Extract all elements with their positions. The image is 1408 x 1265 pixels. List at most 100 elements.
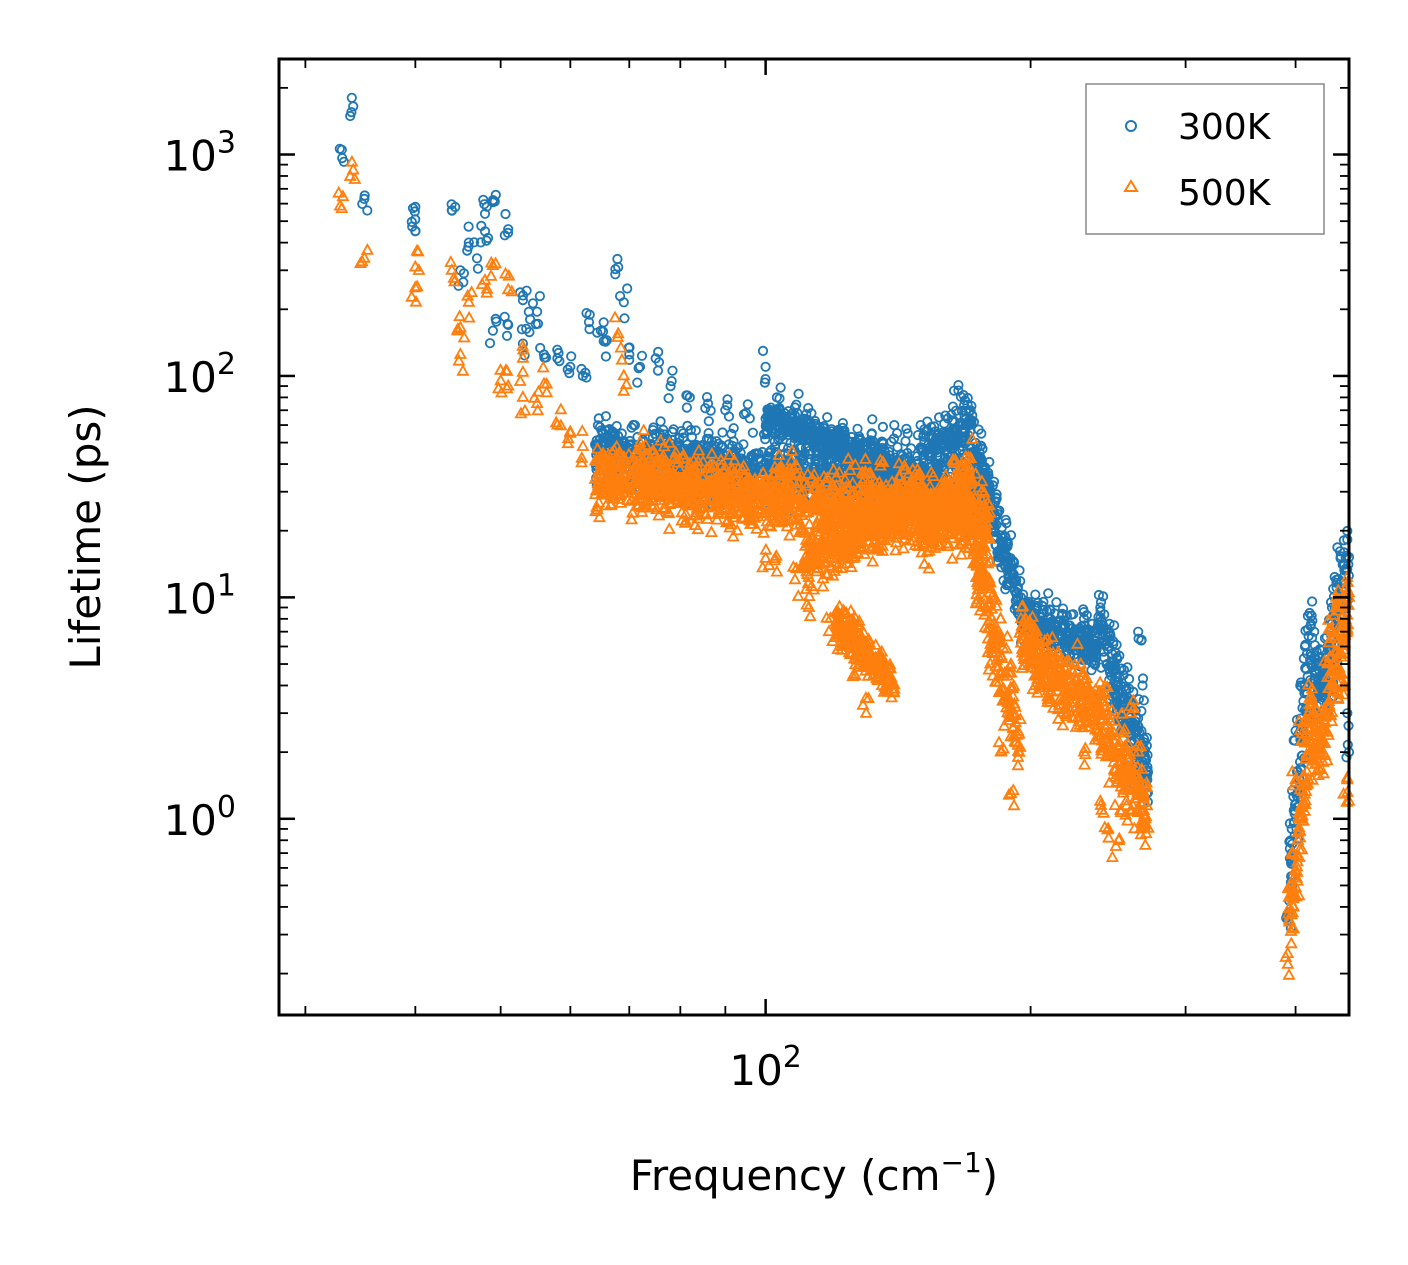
point-300k	[742, 399, 753, 410]
point-300k	[946, 442, 957, 453]
point-300k	[826, 424, 837, 435]
point-300k	[1311, 654, 1323, 666]
point-300k	[632, 377, 643, 388]
point-300k	[500, 208, 511, 220]
point-300k	[446, 199, 457, 210]
point-300k	[917, 447, 928, 458]
point-300k	[1005, 553, 1016, 564]
point-500k	[785, 444, 799, 456]
point-300k	[803, 416, 815, 427]
point-300k	[747, 427, 759, 438]
point-500k	[889, 543, 903, 556]
point-500k	[826, 462, 841, 475]
point-300k	[636, 350, 648, 361]
point-500k	[952, 537, 966, 550]
point-300k	[769, 441, 781, 452]
point-300k	[950, 405, 962, 416]
point-300k	[597, 326, 609, 337]
point-300k	[803, 402, 814, 414]
point-300k	[1307, 615, 1318, 626]
point-300k	[975, 453, 987, 464]
point-500k	[800, 479, 814, 491]
point-300k	[1078, 613, 1090, 624]
point-500k	[858, 452, 872, 464]
point-500k	[654, 433, 668, 446]
point-300k	[1041, 605, 1053, 617]
point-300k	[806, 428, 818, 440]
point-300k	[484, 338, 496, 349]
point-300k	[1141, 732, 1152, 743]
point-300k	[564, 367, 575, 379]
point-300k	[1030, 589, 1041, 600]
point-300k	[1075, 630, 1086, 641]
point-300k	[900, 435, 911, 447]
point-300k	[1093, 589, 1105, 601]
point-300k	[1071, 644, 1082, 655]
point-300k	[1065, 623, 1076, 634]
point-300k	[565, 361, 576, 372]
point-500k	[704, 525, 718, 537]
point-300k	[1332, 542, 1343, 553]
point-300k	[581, 307, 592, 319]
point-300k	[1309, 653, 1321, 664]
point-300k	[876, 436, 888, 447]
point-300k	[1017, 589, 1029, 600]
point-300k	[901, 423, 912, 434]
point-300k	[479, 208, 491, 219]
point-300k	[694, 440, 706, 452]
point-300k	[462, 245, 473, 256]
point-300k	[912, 429, 924, 441]
point-300k	[1105, 630, 1116, 641]
point-300k	[757, 345, 769, 356]
point-300k	[796, 442, 807, 454]
point-300k	[610, 263, 621, 275]
point-300k	[1015, 592, 1027, 603]
point-300k	[1000, 514, 1011, 525]
point-300k	[929, 421, 940, 432]
point-300k	[924, 447, 935, 459]
point-300k	[600, 351, 612, 362]
point-300k	[730, 446, 741, 457]
point-300k	[1029, 607, 1040, 619]
point-300k	[1051, 597, 1062, 608]
point-300k	[581, 372, 592, 383]
point-300k	[487, 195, 499, 206]
point-300k	[774, 402, 785, 414]
point-300k	[1084, 641, 1095, 652]
point-300k	[835, 444, 846, 455]
point-300k	[1114, 650, 1125, 661]
point-300k	[964, 406, 975, 417]
point-300k	[624, 435, 636, 447]
point-300k	[966, 400, 977, 412]
point-300k	[838, 426, 849, 438]
point-300k	[949, 423, 960, 435]
point-300k	[487, 325, 498, 336]
plot-points	[332, 92, 1356, 980]
point-300k	[1066, 609, 1077, 620]
point-300k	[1005, 558, 1016, 569]
point-300k	[1121, 683, 1132, 695]
point-300k	[1136, 725, 1147, 737]
point-300k	[1107, 656, 1118, 668]
point-300k	[593, 413, 604, 424]
point-300k	[614, 290, 626, 302]
point-300k	[346, 107, 357, 118]
point-300k	[918, 431, 929, 442]
point-300k	[629, 420, 641, 431]
point-300k	[682, 390, 693, 401]
point-300k	[357, 198, 368, 209]
point-300k	[1111, 695, 1123, 707]
point-500k	[757, 525, 771, 538]
point-300k	[988, 476, 1000, 487]
point-300k	[633, 362, 644, 374]
point-300k	[1063, 627, 1074, 639]
point-300k	[501, 330, 513, 341]
point-300k	[822, 412, 833, 423]
point-300k	[517, 338, 529, 349]
point-300k	[761, 428, 772, 440]
point-300k	[674, 433, 685, 444]
point-300k	[998, 542, 1010, 553]
point-300k	[958, 399, 970, 411]
point-300k	[476, 220, 487, 231]
point-300k	[1003, 563, 1014, 574]
